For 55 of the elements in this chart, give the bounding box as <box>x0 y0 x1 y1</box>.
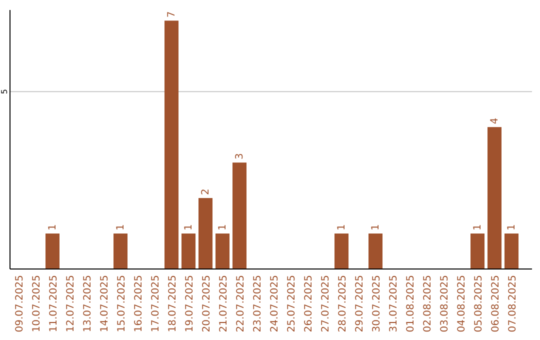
x-tick-label: 17.07.2025 <box>150 275 162 332</box>
bar <box>45 234 60 269</box>
y-tick-label: 5 <box>0 89 9 94</box>
data-label: 4 <box>490 118 500 124</box>
x-tick-label: 23.07.2025 <box>252 275 264 332</box>
x-tick-label: 13.07.2025 <box>82 275 94 332</box>
bar <box>113 234 128 269</box>
bar <box>487 127 502 269</box>
x-tick-label: 31.07.2025 <box>388 275 400 332</box>
x-tick-label: 21.07.2025 <box>218 275 230 332</box>
x-tick-label: 09.07.2025 <box>14 275 26 332</box>
bar <box>504 234 519 269</box>
data-label: 1 <box>336 224 348 231</box>
x-tick-label: 26.07.2025 <box>304 275 314 332</box>
bar <box>164 20 179 269</box>
x-tick-label: 16.07.2025 <box>134 275 144 332</box>
data-label: 1 <box>116 224 126 231</box>
bar <box>470 234 485 269</box>
x-tick-label: 15.07.2025 <box>116 275 128 332</box>
data-label: 1 <box>506 224 518 231</box>
x-tick-label: 29.07.2025 <box>354 275 366 332</box>
data-label: 1 <box>218 224 228 231</box>
x-tick-label: 14.07.2025 <box>100 275 110 332</box>
data-label: 3 <box>234 153 246 160</box>
bar <box>215 234 230 269</box>
data-label: 1 <box>472 224 484 231</box>
bar <box>181 234 196 269</box>
x-tick-label: 12.07.2025 <box>66 275 76 332</box>
x-tick-label: 22.07.2025 <box>236 275 246 332</box>
data-label: 7 <box>166 11 178 18</box>
x-tick-label: 03.08.2025 <box>440 275 450 332</box>
x-tick-label: 10.07.2025 <box>32 275 42 332</box>
bar <box>334 234 349 269</box>
x-tick-label: 27.07.2025 <box>320 275 332 332</box>
x-tick-label: 07.08.2025 <box>508 275 518 332</box>
x-tick-label: 06.08.2025 <box>490 275 502 332</box>
x-tick-label: 24.07.2025 <box>270 275 280 332</box>
x-tick-label: 18.07.2025 <box>168 275 178 332</box>
x-tick-label: 02.08.2025 <box>422 275 434 332</box>
data-label: 1 <box>370 224 382 231</box>
x-tick-label: 11.07.2025 <box>48 275 60 332</box>
x-tick-label: 20.07.2025 <box>202 275 212 332</box>
bar <box>232 162 247 269</box>
x-tick-label: 19.07.2025 <box>184 275 196 332</box>
x-tick-label: 01.08.2025 <box>406 275 416 332</box>
x-tick-label: 28.07.2025 <box>338 275 348 332</box>
data-label: 2 <box>200 188 212 196</box>
x-tick-label: 30.07.2025 <box>372 275 382 332</box>
data-label: 1 <box>48 224 58 231</box>
x-tick-label: 04.08.2025 <box>456 275 468 332</box>
data-label: 1 <box>184 224 194 231</box>
bar <box>198 198 213 269</box>
bar <box>368 234 383 269</box>
x-tick-label: 05.08.2025 <box>474 275 484 332</box>
x-tick-label: 25.07.2025 <box>286 275 298 332</box>
